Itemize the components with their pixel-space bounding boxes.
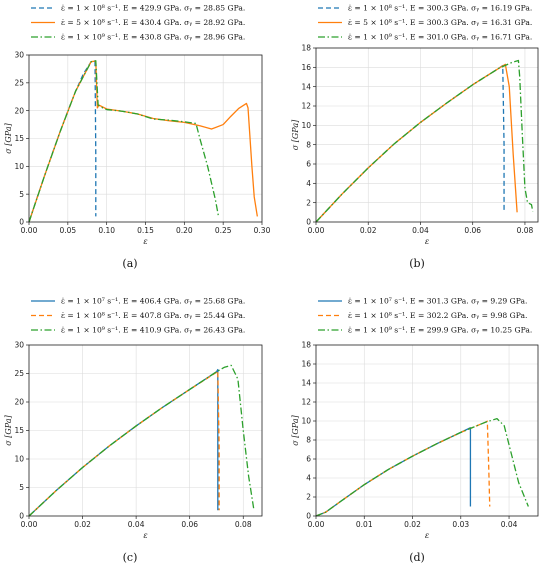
x-tick-label: 0.04 [412, 226, 429, 235]
legend-label-1: ε̇ = 1 × 10⁸ s⁻¹. E = 300.3 GPa. σᵧ = 16… [348, 4, 532, 13]
y-tick-label: 12 [301, 102, 311, 111]
y-tick-label: 8 [306, 436, 311, 445]
y-tick-label: 10 [14, 455, 24, 464]
y-tick-label: 14 [301, 82, 311, 91]
x-axis-label: ε [143, 237, 147, 246]
x-tick-label: 0.08 [517, 226, 534, 235]
x-tick-label: 0.02 [404, 520, 421, 529]
y-tick-label: 25 [14, 78, 24, 87]
legend-label-3: ε̇ = 1 × 10⁹ s⁻¹. E = 410.9 GPa. σᵧ = 26… [61, 326, 245, 335]
x-tick-label: 0.04 [128, 520, 145, 529]
series-line-2 [315, 63, 518, 223]
x-axis-label: ε [425, 237, 429, 246]
legend-label-2: ε̇ = 1 × 10⁸ s⁻¹. E = 407.8 GPa. σᵧ = 25… [61, 311, 245, 320]
y-tick-label: 18 [301, 341, 311, 350]
y-tick-label: 4 [306, 179, 311, 188]
legend-label-3: ε̇ = 1 × 10⁹ s⁻¹. E = 301.0 GPa. σᵧ = 16… [348, 33, 532, 42]
x-tick-label: 0.08 [235, 520, 252, 529]
y-tick-label: 14 [301, 379, 311, 388]
x-tick-label: 0.02 [360, 226, 377, 235]
x-axis-label: ε [425, 531, 429, 540]
legend-label-2: ε̇ = 5 × 10⁸ s⁻¹. E = 300.3 GPa. σᵧ = 16… [348, 18, 532, 27]
y-tick-label: 5 [19, 190, 24, 199]
x-tick-label: 0.04 [501, 520, 518, 529]
x-tick-label: 0.00 [21, 520, 38, 529]
y-axis-label: σ [GPa] [291, 119, 300, 150]
y-tick-label: 30 [14, 341, 24, 350]
y-tick-label: 2 [306, 493, 311, 502]
x-tick-label: 0.03 [452, 520, 469, 529]
y-tick-label: 16 [301, 63, 311, 72]
y-tick-label: 20 [14, 398, 24, 407]
panel-caption: (b) [409, 257, 425, 270]
y-tick-label: 25 [14, 369, 24, 378]
y-tick-label: 10 [14, 162, 24, 171]
y-tick-label: 6 [306, 455, 311, 464]
x-tick-label: 0.06 [181, 520, 198, 529]
y-axis-label: σ [GPa] [4, 122, 13, 153]
panel-caption: (c) [123, 551, 138, 564]
series-line-2 [28, 370, 220, 517]
series-line-1 [28, 60, 97, 223]
legend-label-1: ε̇ = 1 × 10⁸ s⁻¹. E = 429.9 GPa. σᵧ = 28… [61, 4, 245, 13]
series-line-3 [315, 417, 529, 517]
plot-frame [315, 344, 539, 517]
x-tick-label: 0.15 [137, 226, 154, 235]
y-axis-label: σ [GPa] [4, 414, 13, 445]
y-axis-label: σ [GPa] [291, 414, 300, 445]
y-tick-label: 16 [301, 360, 311, 369]
y-tick-label: 0 [19, 218, 24, 227]
series-line-3 [28, 60, 220, 223]
y-tick-label: 4 [306, 474, 311, 483]
chart-panel-1: 0.00 0.05 0.10 0.15 0.20 0.25 0.30 0 5 10 15 20 25 30… [4, 4, 271, 270]
x-tick-label: 0.30 [254, 226, 271, 235]
y-tick-label: 12 [301, 398, 311, 407]
chart-panel-2: 0.00 0.02 0.04 0.06 0.08 0 2 4 6 8 10 12 14 16 18 ε σ [G… [291, 4, 539, 270]
y-tick-label: 0 [306, 218, 311, 227]
x-tick-label: 0.00 [308, 226, 325, 235]
series-line-1 [315, 64, 505, 223]
series-line-3 [28, 364, 255, 517]
legend-label-3: ε̇ = 1 × 10⁹ s⁻¹. E = 299.9 GPa. σᵧ = 10… [348, 326, 532, 335]
y-tick-label: 20 [14, 106, 24, 115]
y-tick-label: 15 [14, 134, 24, 143]
y-tick-label: 15 [14, 426, 24, 435]
x-tick-label: 0.20 [176, 226, 193, 235]
legend-label-1: ε̇ = 1 × 10⁷ s⁻¹. E = 301.3 GPa. σᵧ = 9.… [348, 297, 527, 306]
y-tick-label: 5 [19, 483, 24, 492]
x-tick-label: 0.10 [98, 226, 115, 235]
legend-label-2: ε̇ = 5 × 10⁸ s⁻¹. E = 430.4 GPa. σᵧ = 28… [61, 18, 245, 27]
legend-label-3: ε̇ = 1 × 10⁹ s⁻¹. E = 430.8 GPa. σᵧ = 28… [61, 33, 245, 42]
x-tick-label: 0.06 [464, 226, 481, 235]
y-tick-label: 0 [19, 512, 24, 521]
chart-panel-3: 0.00 0.02 0.04 0.06 0.08 0 5 10 15 20 25 30 ε σ [GPa]… [4, 297, 263, 564]
x-tick-label: 0.05 [59, 226, 76, 235]
plot-frame [315, 47, 539, 223]
y-tick-label: 2 [306, 198, 311, 207]
y-tick-label: 18 [301, 44, 311, 53]
x-tick-label: 0.02 [74, 520, 91, 529]
legend-label-2: ε̇ = 1 × 10⁸ s⁻¹. E = 302.2 GPa. σᵧ = 9.… [348, 311, 527, 320]
y-tick-label: 30 [14, 51, 24, 60]
series-line-2 [315, 420, 491, 517]
panel-caption: (a) [122, 257, 137, 270]
y-tick-label: 10 [301, 417, 311, 426]
legend-label-1: ε̇ = 1 × 10⁷ s⁻¹. E = 406.4 GPa. σᵧ = 25… [61, 297, 245, 306]
chart-panel-4: 0.00 0.01 0.02 0.03 0.04 0 2 4 6 8 10 12 14 16 18 ε σ [G… [291, 297, 539, 564]
x-tick-label: 0.25 [215, 226, 232, 235]
x-tick-label: 0.01 [356, 520, 373, 529]
y-tick-label: 8 [306, 140, 311, 149]
x-tick-label: 0.00 [21, 226, 38, 235]
y-tick-label: 10 [301, 121, 311, 130]
x-axis-label: ε [143, 531, 147, 540]
y-tick-label: 6 [306, 160, 311, 169]
y-tick-label: 0 [306, 512, 311, 521]
panel-caption: (d) [409, 551, 425, 564]
series-line-3 [315, 59, 534, 223]
x-tick-label: 0.00 [308, 520, 325, 529]
